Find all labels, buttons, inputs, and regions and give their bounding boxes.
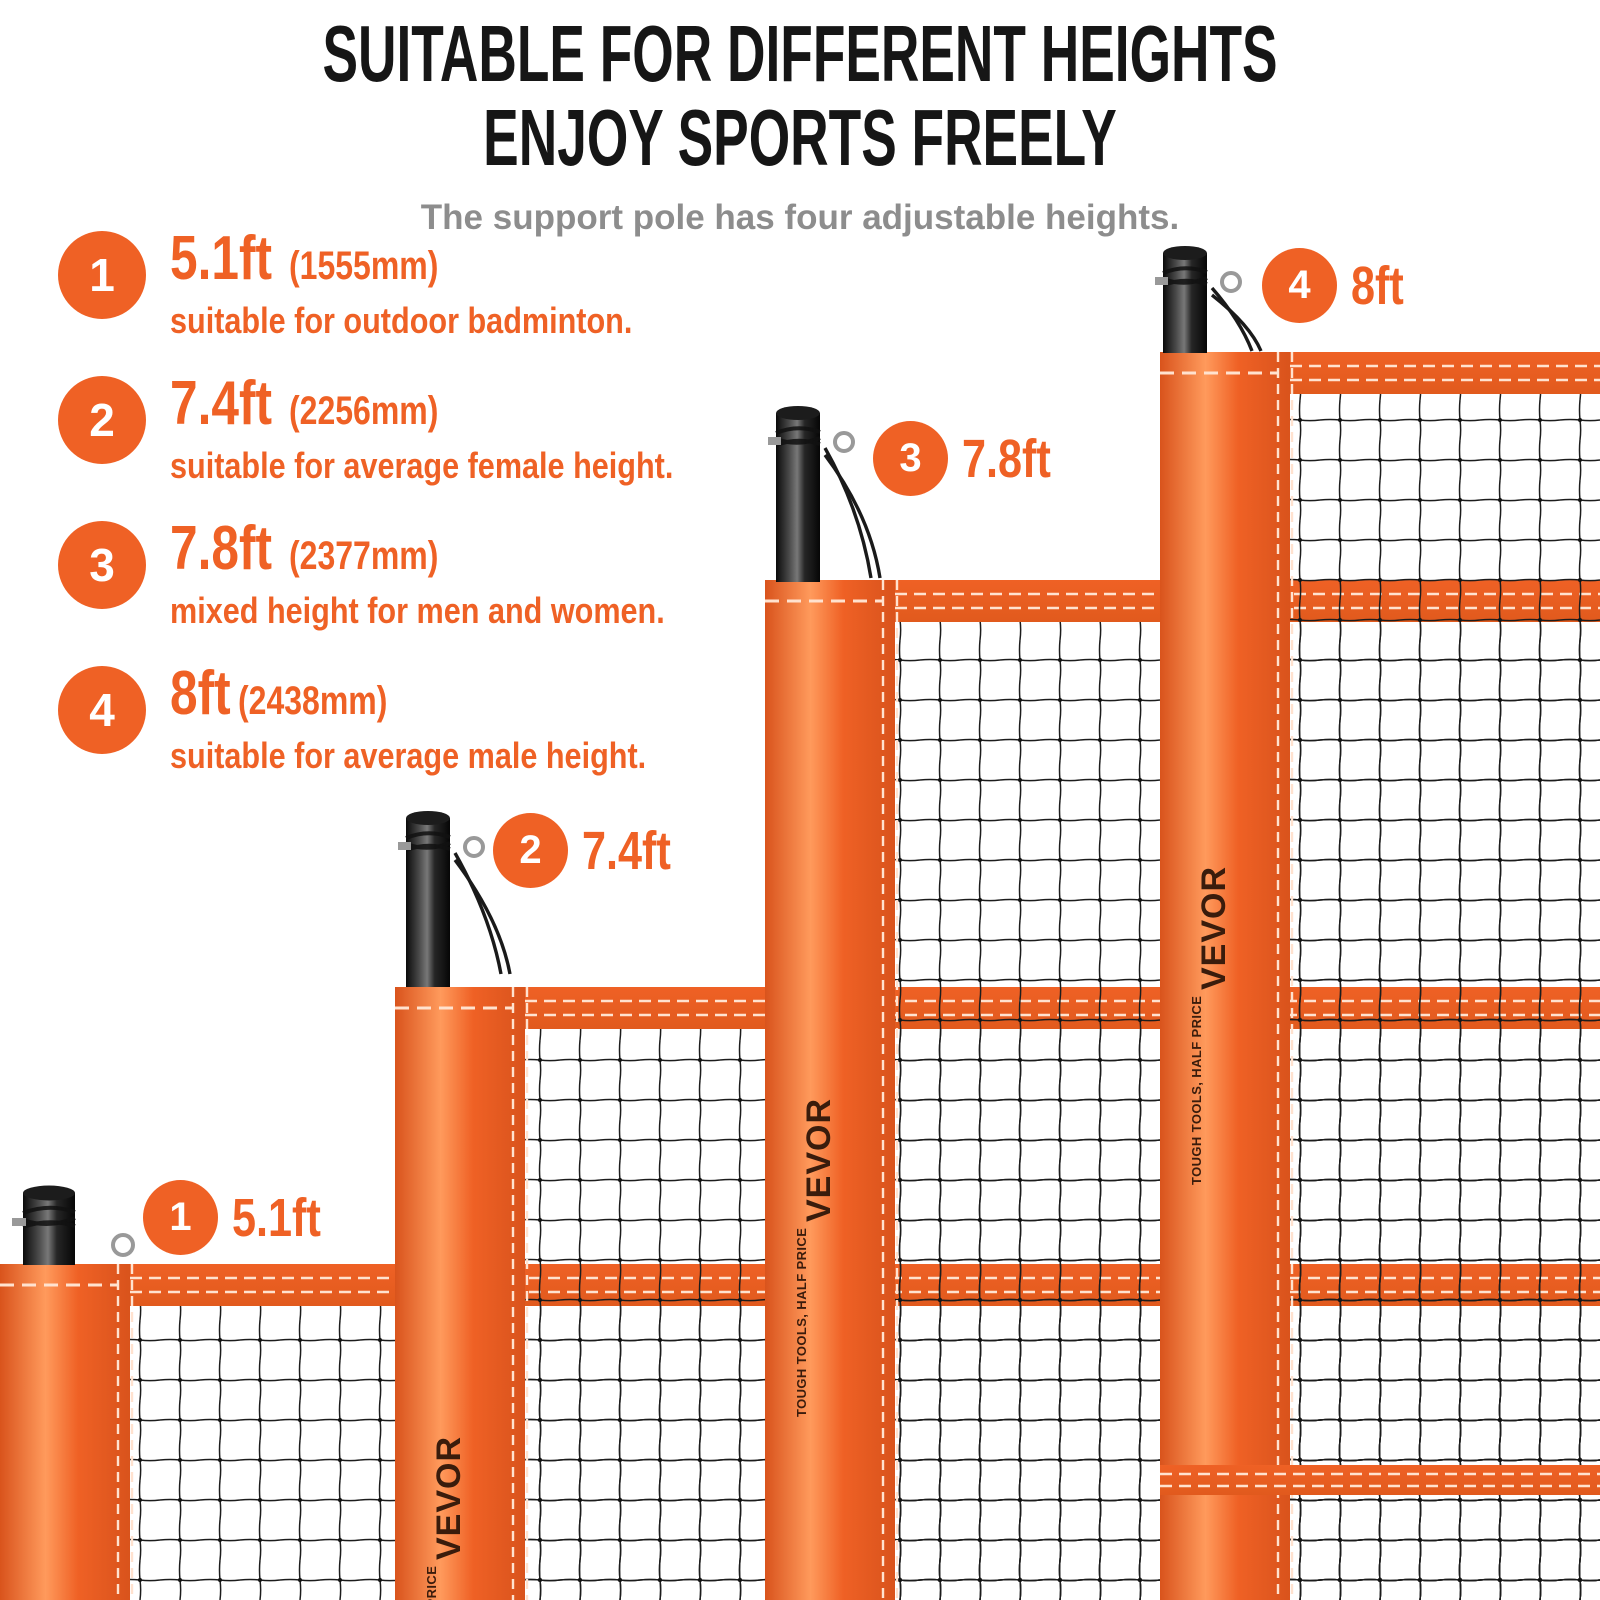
- svg-text:VEVOR: VEVOR: [430, 1436, 468, 1560]
- svg-text:TOUGH TOOLS, HALF PRICE: TOUGH TOOLS, HALF PRICE: [424, 1566, 439, 1600]
- svg-text:TOUGH TOOLS, HALF PRICE: TOUGH TOOLS, HALF PRICE: [1189, 996, 1204, 1185]
- svg-text:VEVOR: VEVOR: [800, 1098, 838, 1222]
- svg-text:TOUGH TOOLS, HALF PRICE: TOUGH TOOLS, HALF PRICE: [794, 1228, 809, 1417]
- svg-text:VEVOR: VEVOR: [1195, 866, 1233, 990]
